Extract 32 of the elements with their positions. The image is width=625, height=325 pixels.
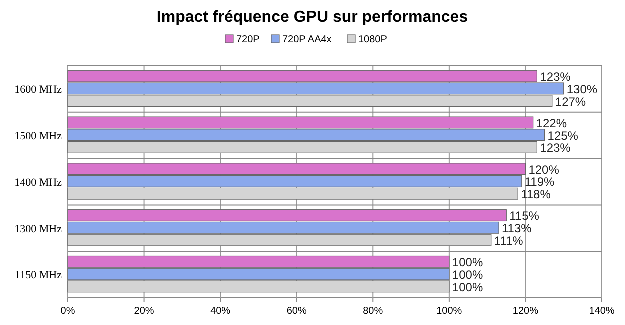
x-tick-label: 40% — [210, 306, 231, 317]
y-tick-label: 1150 MHz — [15, 270, 62, 282]
data-label: 123% — [540, 141, 572, 156]
chart-title: Impact fréquence GPU sur performances — [156, 9, 468, 26]
x-tick-label: 120% — [512, 306, 539, 317]
data-label: 127% — [555, 94, 586, 109]
data-label: 113% — [502, 222, 532, 236]
data-label: 100% — [452, 280, 484, 294]
data-label: 130% — [566, 82, 598, 96]
data-label: 115% — [510, 209, 540, 224]
y-tick-label: 1300 MHz — [14, 223, 62, 236]
data-label: 119% — [524, 175, 556, 190]
legend-label: 720P AA4x — [282, 34, 332, 46]
x-tick-label: 0% — [60, 306, 76, 317]
data-label: 123% — [540, 70, 572, 84]
legend-label: 720P — [236, 34, 260, 46]
y-tick-label: 1600 MHz — [14, 84, 62, 96]
data-label: 118% — [521, 188, 552, 202]
data-label: 100% — [452, 268, 484, 282]
data-label: 120% — [528, 162, 560, 177]
x-tick-label: 20% — [134, 306, 154, 317]
x-tick-label: 100% — [436, 306, 462, 317]
x-tick-label: 80% — [363, 306, 384, 317]
y-tick-label: 1500 MHz — [14, 130, 62, 142]
y-tick-label: 1400 MHz — [14, 176, 62, 189]
data-label: 122% — [536, 116, 568, 130]
x-tick-label: 140% — [589, 306, 615, 317]
data-label: 100% — [452, 256, 484, 270]
legend-label: 1080P — [358, 34, 388, 46]
x-tick-label: 60% — [286, 306, 307, 317]
data-label: 125% — [548, 128, 579, 143]
data-label: 111% — [494, 234, 524, 248]
